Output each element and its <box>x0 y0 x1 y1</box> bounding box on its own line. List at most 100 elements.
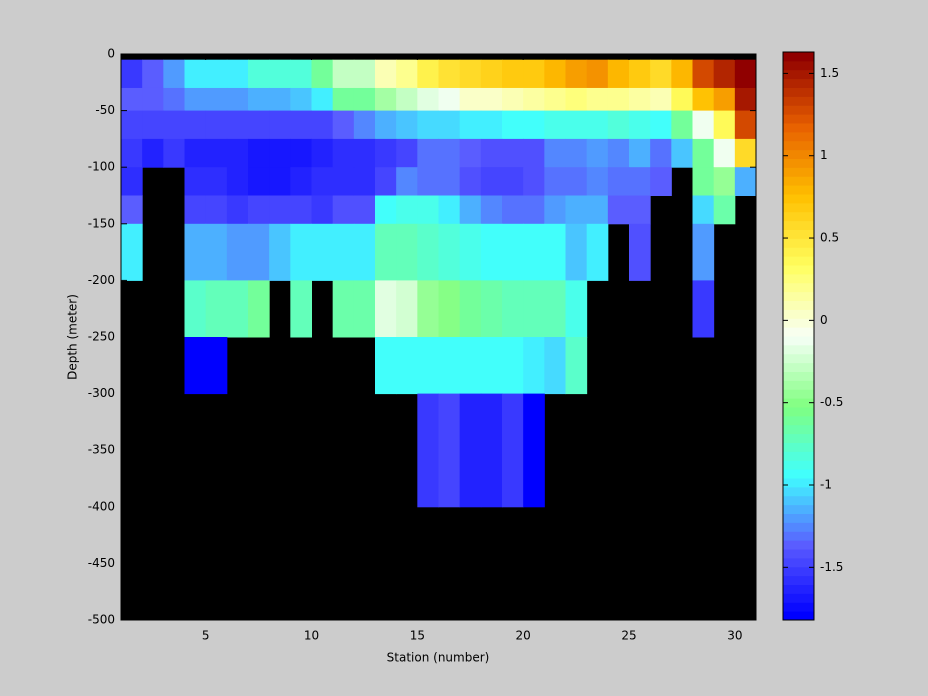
colorbar-band <box>783 531 814 541</box>
heatmap-cell <box>375 223 397 281</box>
colorbar-band <box>783 114 814 124</box>
heatmap-cell <box>121 223 143 281</box>
colorbar-band <box>783 69 814 80</box>
colorbar-tick-label: -1.5 <box>820 560 843 574</box>
heatmap-cell <box>650 59 672 89</box>
heatmap-cell <box>459 167 482 196</box>
heatmap-cell <box>459 223 482 281</box>
heatmap-cell <box>544 110 566 140</box>
heatmap-cell <box>375 167 397 196</box>
colorbar-band <box>783 575 814 585</box>
heatmap-cell <box>332 87 355 112</box>
heatmap-cell <box>502 110 524 140</box>
heatmap-cell <box>226 59 249 89</box>
heatmap-cell <box>629 59 651 89</box>
heatmap-cell <box>713 138 736 168</box>
heatmap-cell <box>650 87 672 112</box>
heatmap-cell <box>650 138 672 168</box>
colorbar-band <box>783 478 814 488</box>
colorbar-band <box>783 611 814 621</box>
heatmap-cell <box>438 110 461 140</box>
colorbar-band <box>783 185 814 195</box>
colorbar-band <box>783 504 814 514</box>
heatmap-cell <box>226 167 249 196</box>
heatmap-cell <box>459 337 482 395</box>
heatmap-cell <box>290 280 312 338</box>
heatmap-cell <box>290 59 312 89</box>
heatmap-cell <box>332 195 355 225</box>
heatmap-cell <box>396 59 418 89</box>
heatmap-cell <box>269 59 291 89</box>
heatmap-cell <box>184 87 207 112</box>
y-tick-label: 0 <box>107 47 115 61</box>
colorbar-band <box>783 398 814 408</box>
colorbar-band <box>783 202 814 213</box>
heatmap-cell <box>607 59 630 89</box>
heatmap-cell <box>184 195 207 225</box>
heatmap-cell <box>544 87 566 112</box>
colorbar-band <box>783 389 814 399</box>
heatmap-cell <box>226 280 249 338</box>
heatmap-cell <box>417 110 439 140</box>
heatmap-cell <box>502 280 524 338</box>
heatmap-cell <box>290 223 312 281</box>
heatmap-cell <box>375 59 397 89</box>
heatmap-cell <box>163 87 185 112</box>
colorbar-band <box>783 238 814 248</box>
heatmap-cell <box>417 138 439 168</box>
heatmap-cell <box>629 167 651 196</box>
colorbar-band <box>783 300 814 310</box>
colorbar-tick-label: 0 <box>820 313 828 327</box>
heatmap-cell <box>523 59 545 89</box>
colorbar-band <box>783 96 814 106</box>
colorbar-band <box>783 149 814 159</box>
y-tick-label: -50 <box>95 103 115 117</box>
heatmap-cell <box>311 223 334 281</box>
heatmap-cell <box>523 393 545 508</box>
heatmap-cell <box>459 138 482 168</box>
colorbar-band <box>783 469 814 479</box>
colorbar-band <box>783 593 814 603</box>
colorbar-band <box>783 433 814 443</box>
heatmap-cell <box>396 195 418 225</box>
heatmap-cell <box>671 59 693 89</box>
heatmap-cell <box>248 223 270 281</box>
heatmap-cell <box>480 223 503 281</box>
heatmap-cell <box>353 223 376 281</box>
heatmap-cell <box>523 337 545 395</box>
heatmap-cell <box>332 167 355 196</box>
y-tick-label: -400 <box>88 499 115 513</box>
heatmap-cell <box>248 87 270 112</box>
heatmap-cell <box>248 138 270 168</box>
colorbar-band <box>783 336 814 346</box>
x-axis-label: Station (number) <box>387 651 490 665</box>
heatmap-cell <box>544 280 566 338</box>
colorbar-tick-label: 1.5 <box>820 66 839 80</box>
colorbar-tick-label: 0.5 <box>820 231 839 245</box>
heatmap-cell <box>523 138 545 168</box>
colorbar-band <box>783 353 814 364</box>
y-tick-label: -350 <box>88 443 115 457</box>
heatmap-cell <box>375 195 397 225</box>
heatmap-cell <box>565 223 588 281</box>
heatmap-cell <box>290 87 312 112</box>
colorbar-tick-label: -0.5 <box>820 395 843 409</box>
heatmap-cell <box>163 59 185 89</box>
colorbar-band <box>783 273 814 284</box>
heatmap-cell <box>480 87 503 112</box>
heatmap-cell <box>459 393 482 508</box>
heatmap-cell <box>459 110 482 140</box>
colorbar-band <box>783 282 814 293</box>
heatmap-cell <box>459 280 482 338</box>
heatmap-cell <box>544 138 566 168</box>
heatmap-cell <box>565 138 588 168</box>
colorbar-band <box>783 256 814 266</box>
heatmap-cell <box>734 87 757 112</box>
heatmap-cell <box>205 138 228 168</box>
heatmap-cell <box>502 138 524 168</box>
colorbar-band <box>783 140 814 151</box>
colorbar-band <box>783 566 814 577</box>
colorbar-band <box>783 407 814 417</box>
colorbar-band <box>783 78 814 88</box>
